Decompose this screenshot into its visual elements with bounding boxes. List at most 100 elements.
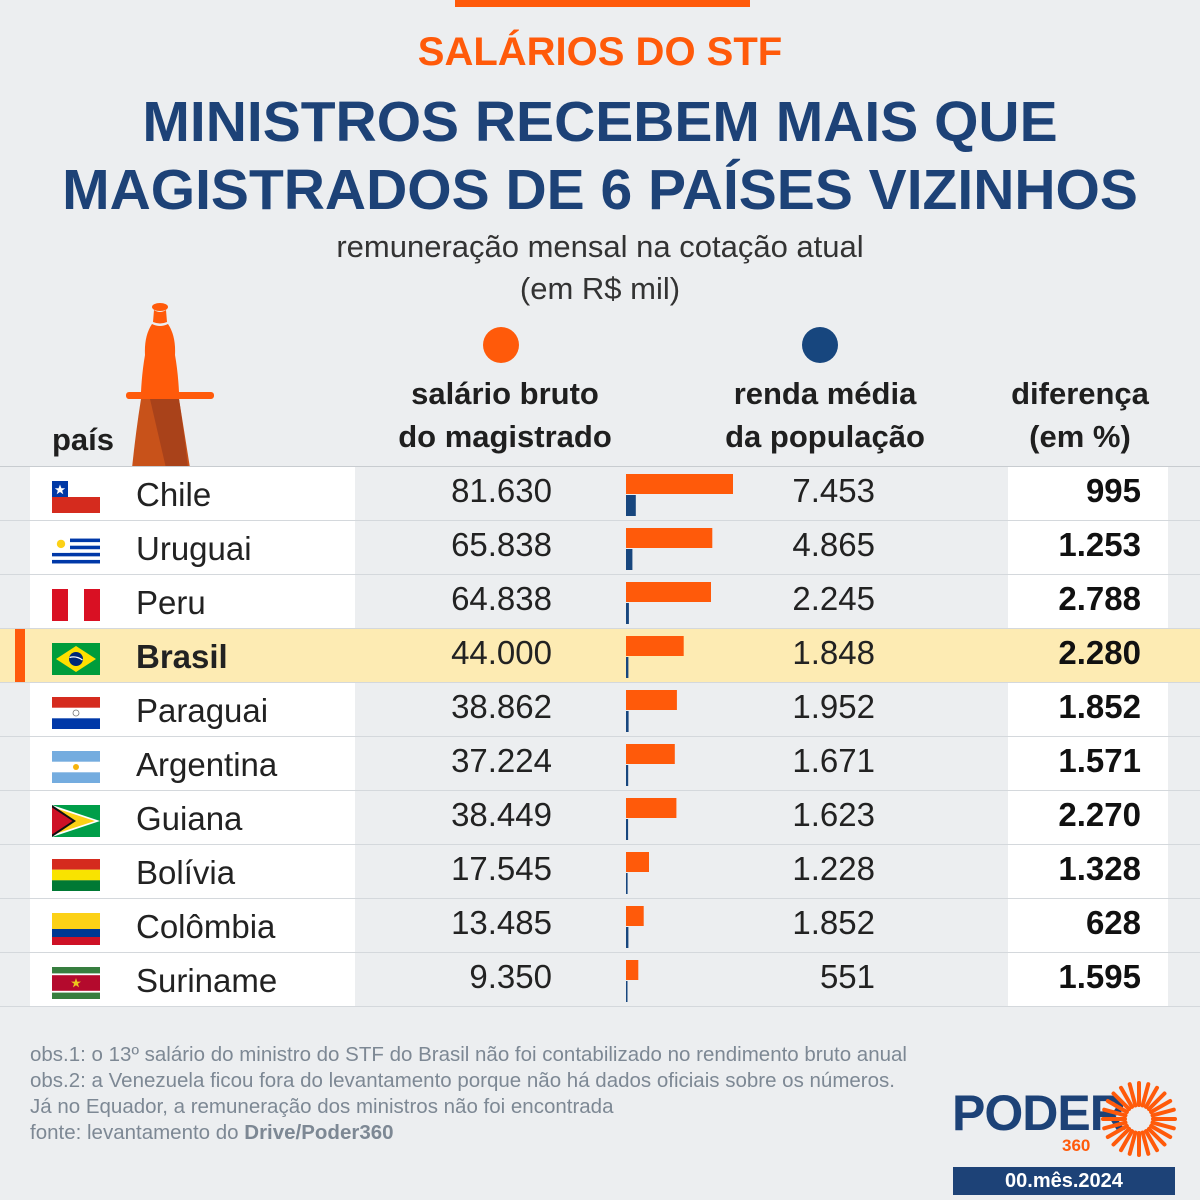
table-row: Bolívia 17.545 1.228 1.328 [0,845,1200,899]
row-divider [0,574,1200,575]
salary-bar [626,960,639,980]
sun-ray [1144,1085,1159,1109]
income-bar [626,981,628,1002]
diff-header-line-1: diferença [1011,376,1149,411]
income-bar [626,549,633,570]
subtitle-line-1: remuneração mensal na cotação atual [336,229,864,264]
sun-ray [1140,1082,1151,1108]
income-bar [626,495,636,516]
income-value: 4.865 [792,526,875,563]
difference-value: 1.253 [1058,526,1141,563]
row-divider [0,952,1200,953]
table-row: Paraguai 38.862 1.952 1.852 [0,683,1200,737]
table-row: Brasil 44.000 1.848 2.280 [0,629,1200,683]
income-legend-dot [802,327,838,363]
income-value: 1.848 [792,634,875,671]
table-row: Suriname 9.350 551 1.595 [0,953,1200,1007]
salary-bar [626,528,713,548]
table-top-divider [0,466,1200,467]
sun-ray [1146,1126,1167,1147]
salary-header-line-1: salário bruto [411,376,599,411]
sun-ray [1150,1107,1176,1118]
difference-value: 2.280 [1058,634,1141,671]
bar-pair [626,852,649,894]
note-source: fonte: levantamento do Drive/Poder360 [30,1120,910,1146]
sun-ray [1111,1091,1132,1112]
table-row: Colômbia 13.485 1.852 628 [0,899,1200,953]
difference-cell [1008,953,1168,1006]
difference-cell [1008,683,1168,736]
difference-value: 628 [1085,904,1141,941]
income-bar [626,927,629,948]
table-row: Peru 64.838 2.245 2.788 [0,575,1200,629]
bar-pair [626,582,711,624]
table-row: Guiana 38.449 1.623 2.270 [0,791,1200,845]
sun-ray [1102,1120,1128,1131]
difference-value: 995 [1085,472,1141,509]
salary-bar [626,744,675,764]
difference-cell [1008,899,1168,952]
highlight-marker [15,629,25,683]
sun-ray [1150,1120,1176,1131]
sun-ray [1127,1082,1138,1108]
income-value: 2.245 [792,580,875,617]
income-value: 1.228 [792,850,875,887]
chile-flag-icon [52,481,100,513]
row-divider [0,790,1200,791]
salary-value: 17.545 [451,850,552,887]
difference-column-header: diferença (em %) [990,372,1170,458]
country-name: Brasil [136,638,228,675]
income-value: 1.623 [792,796,875,833]
country-name: Colômbia [136,908,276,945]
difference-cell [1008,575,1168,628]
sun-ray [1111,1126,1132,1147]
headline: MINISTROS RECEBEM MAIS QUE MAGISTRADOS D… [0,88,1200,224]
subtitle-line-2: (em R$ mil) [519,271,681,306]
difference-value: 2.788 [1058,580,1141,617]
income-bar [626,819,629,840]
country-column-header: país [52,422,115,457]
table-row: Uruguai 65.838 4.865 1.253 [0,521,1200,575]
sun-ray [1149,1124,1173,1139]
difference-cell [1008,791,1168,844]
suriname-flag-icon [52,967,100,999]
brazil-flag-icon [52,643,100,675]
table-row: Argentina 37.224 1.671 1.571 [0,737,1200,791]
bar-pair [626,798,677,840]
income-value: 7.453 [792,472,875,509]
poder360-logo: PODER 360 [952,1080,1177,1160]
difference-cell [1008,845,1168,898]
salary-value: 13.485 [451,904,552,941]
salary-value: 44.000 [451,634,552,671]
sun-ray [1146,1091,1167,1112]
difference-cell [1008,521,1168,574]
country-name: Suriname [136,962,278,999]
difference-value: 1.595 [1058,958,1141,995]
country-name: Bolívia [136,854,236,891]
income-bar [626,765,629,786]
salary-value: 9.350 [469,958,552,995]
income-bar [626,873,628,894]
row-divider [0,1006,1200,1007]
income-value: 1.952 [792,688,875,725]
bar-pair [626,744,675,786]
income-value: 1.671 [792,742,875,779]
row-divider [0,736,1200,737]
country-name: Uruguai [136,530,252,567]
logo-wordmark: PODER [952,1085,1126,1141]
salary-bar [626,852,649,872]
sun-ray [1119,1129,1134,1153]
sun-ray [1102,1107,1128,1118]
salary-value: 38.449 [451,796,552,833]
bolivia-flag-icon [52,859,100,891]
difference-value: 2.270 [1058,796,1141,833]
sun-ray [1140,1130,1151,1156]
note-obs1: obs.1: o 13º salário do ministro do STF … [30,1043,907,1066]
salary-bar [626,906,644,926]
kicker: SALÁRIOS DO STF [417,30,783,74]
sun-ray [1105,1099,1129,1114]
subtitle: remuneração mensal na cotação atual (em … [0,226,1200,310]
row-divider [0,682,1200,683]
income-header-line-2: da população [725,419,925,454]
source-name: Drive/Poder360 [244,1121,394,1144]
